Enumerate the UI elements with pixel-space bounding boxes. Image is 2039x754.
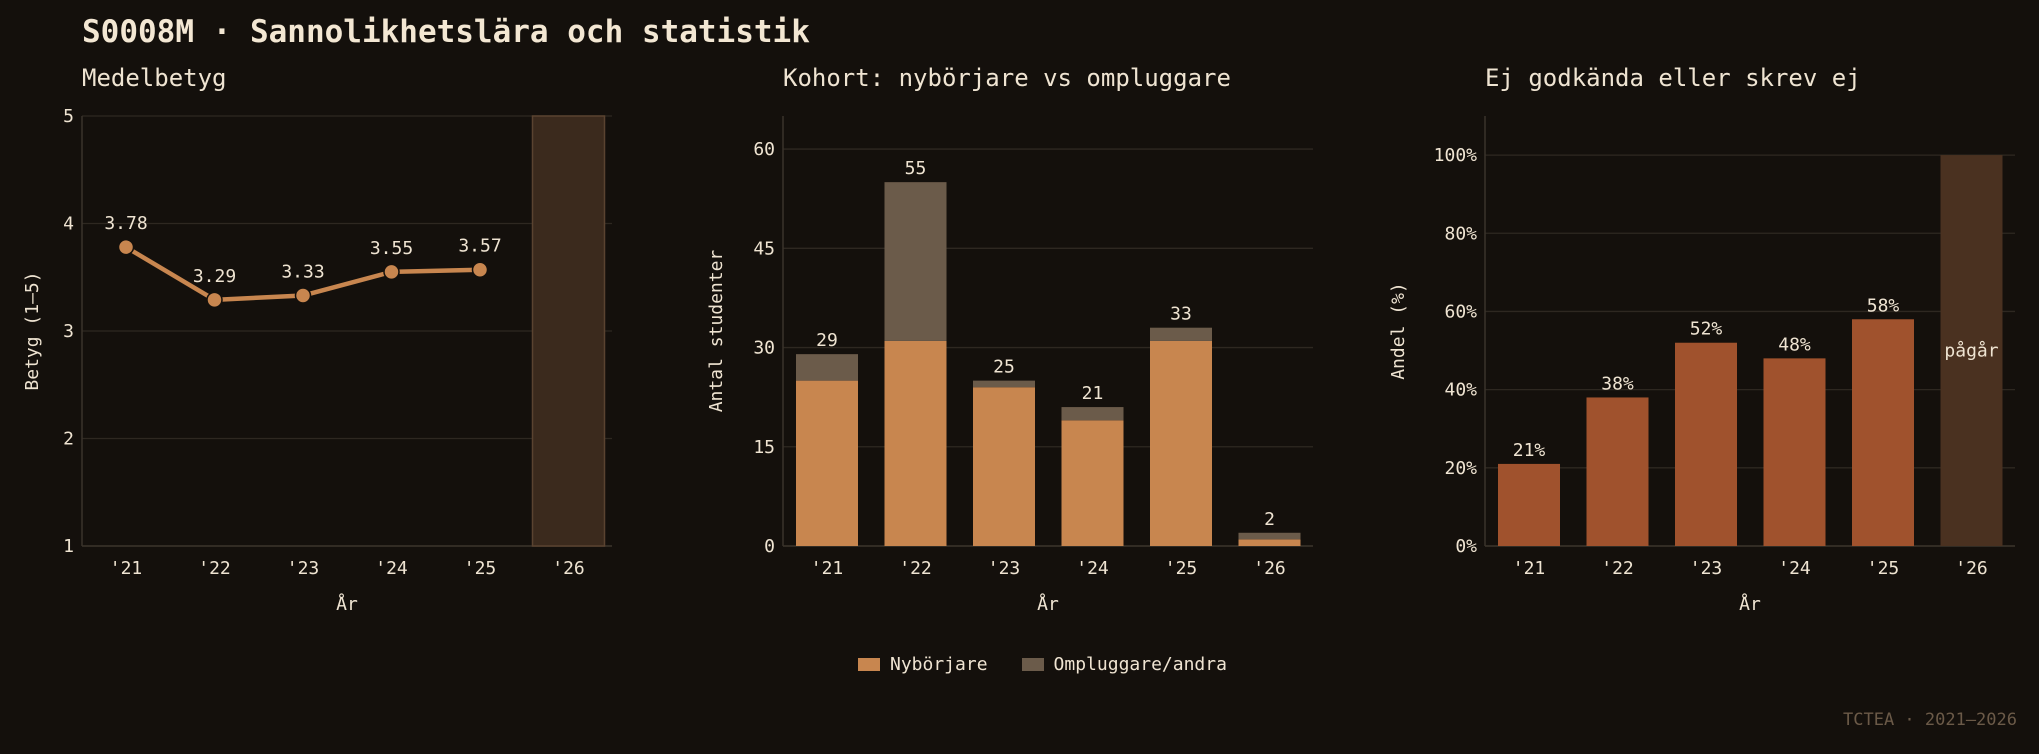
chart2-total-label: 21	[1082, 383, 1104, 404]
chart2-bar-ompluggare	[884, 182, 947, 341]
chart-2-title: Kohort: nybörjare vs ompluggare	[783, 64, 1231, 92]
chart1-data-label: 3.33	[281, 262, 324, 283]
chart2-xtick-label: '23	[988, 558, 1021, 579]
chart1-xtick-label: '21	[110, 558, 143, 579]
footer-credit: TCTEA · 2021–2026	[1843, 710, 2017, 730]
chart3-ytick-label: 60%	[1444, 301, 1477, 322]
chart1-data-point	[206, 291, 223, 309]
chart-1-title: Medelbetyg	[82, 64, 227, 92]
chart1-data-label: 3.57	[458, 236, 501, 257]
chart3-yaxis-title: Andel (%)	[1388, 282, 1409, 380]
chart3-ytick-label: 20%	[1444, 458, 1477, 479]
chart1-xtick-label: '23	[287, 558, 320, 579]
chart2-bar-nyborjare	[884, 340, 947, 546]
chart2-total-label: 29	[816, 330, 838, 351]
chart1-xaxis-title: År	[336, 593, 358, 615]
chart2-xtick-label: '25	[1165, 558, 1198, 579]
legend-label-ompluggare: Ompluggare/andra	[1053, 654, 1227, 675]
chart3-data-label: 38%	[1601, 373, 1634, 394]
legend-label-nyborjare: Nybörjare	[890, 654, 988, 675]
chart3-data-label: 21%	[1513, 440, 1546, 461]
chart1-data-label: 3.78	[104, 213, 147, 234]
chart3-in-progress-label: pågår	[1944, 341, 1998, 362]
chart1-ytick-label: 3	[63, 321, 74, 342]
chart2-bar-ompluggare	[796, 354, 858, 381]
chart1-xtick-label: '22	[198, 558, 231, 579]
chart3-bar	[1763, 358, 1826, 546]
chart2-xtick-label: '26	[1253, 558, 1286, 579]
chart2-xaxis-title: År	[1037, 593, 1059, 615]
legend-swatch-nyborjare	[858, 658, 880, 671]
chart3-data-label: 48%	[1778, 334, 1811, 355]
chart1-ytick-label: 5	[63, 106, 74, 127]
chart2-bar-nyborjare	[1238, 539, 1301, 546]
chart3-xtick-label: '25	[1867, 558, 1900, 579]
chart3-bar	[1498, 463, 1560, 546]
chart3-data-label: 52%	[1690, 319, 1723, 340]
chart3-bar-in-progress	[1940, 155, 2003, 546]
chart1-data-label: 3.29	[193, 266, 236, 287]
chart2-bar-nyborjare	[1150, 340, 1212, 546]
chart1-ytick-label: 1	[63, 536, 74, 557]
chart2-xtick-label: '24	[1076, 558, 1109, 579]
chart2-xtick-label: '22	[899, 558, 932, 579]
chart1-data-point	[383, 263, 400, 281]
chart1-data-label: 3.55	[370, 238, 413, 259]
chart1-yaxis-title: Betyg (1–5)	[22, 271, 43, 390]
chart2-ytick-label: 45	[753, 238, 775, 259]
legend-item-nyborjare: Nybörjare	[858, 654, 988, 675]
chart2-total-label: 55	[905, 158, 927, 179]
chart2-bar-ompluggare	[1061, 407, 1124, 421]
chart2-ytick-label: 15	[753, 437, 775, 458]
chart3-ytick-label: 100%	[1434, 145, 1478, 166]
chart3-xtick-label: '26	[1955, 558, 1988, 579]
legend-swatch-ompluggare	[1021, 658, 1044, 671]
chart2-bar-ompluggare	[1238, 532, 1301, 540]
chart1-ytick-label: 4	[63, 214, 74, 235]
chart1-data-point	[294, 287, 312, 304]
page-title: S0008M · Sannolikhetslära och statistik	[82, 14, 810, 50]
chart2-bar-ompluggare	[973, 380, 1035, 388]
chart1-data-point	[471, 261, 489, 278]
chart2-ytick-label: 60	[753, 139, 775, 160]
chart1-data-point	[117, 238, 135, 256]
chart3-ytick-label: 80%	[1444, 223, 1477, 244]
chart2-bar-ompluggare	[1150, 327, 1212, 341]
chart1-ytick-label: 2	[63, 429, 74, 450]
chart3-bar	[1852, 319, 1914, 546]
chart1-xtick-label: '26	[552, 558, 585, 579]
chart2-total-label: 2	[1264, 509, 1275, 530]
chart3-xaxis-title: År	[1739, 593, 1761, 615]
chart2-yaxis-title: Antal studenter	[706, 250, 727, 413]
chart3-ytick-label: 40%	[1444, 380, 1477, 401]
chart1-xtick-label: '24	[375, 558, 408, 579]
chart1-xtick-label: '25	[464, 558, 497, 579]
chart2-bar-nyborjare	[973, 387, 1035, 546]
chart3-bar	[1675, 342, 1737, 546]
chart3-xtick-label: '21	[1513, 558, 1546, 579]
chart1-in-progress-band	[531, 115, 606, 547]
chart3-xtick-label: '24	[1778, 558, 1811, 579]
chart3-xtick-label: '23	[1690, 558, 1723, 579]
chart2-total-label: 33	[1170, 304, 1192, 325]
chart-legend: Nybörjare Ompluggare/andra	[858, 654, 1227, 675]
chart2-bar-nyborjare	[1061, 420, 1124, 546]
chart3-ytick-label: 0%	[1455, 536, 1477, 557]
chart2-total-label: 25	[993, 357, 1015, 378]
chart2-xtick-label: '21	[811, 558, 844, 579]
chart2-ytick-label: 30	[753, 338, 775, 359]
legend-item-ompluggare: Ompluggare/andra	[1021, 654, 1227, 675]
chart3-data-label: 58%	[1867, 295, 1900, 316]
chart3-bar	[1586, 397, 1649, 546]
chart-3-title: Ej godkända eller skrev ej	[1485, 64, 1861, 92]
chart2-ytick-label: 0	[764, 536, 775, 557]
chart2-bar-nyborjare	[796, 380, 858, 546]
chart3-xtick-label: '22	[1601, 558, 1634, 579]
